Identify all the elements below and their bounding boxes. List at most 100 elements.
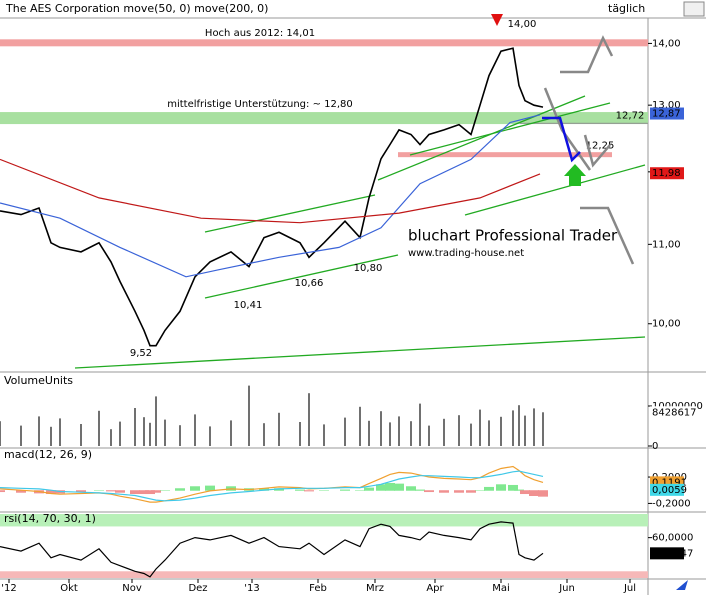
series-line: [0, 158, 541, 224]
level-band: [0, 39, 648, 47]
histogram-bar: [376, 484, 386, 491]
series-line: [0, 114, 541, 278]
volume-bar: [398, 416, 400, 446]
volume-bar: [110, 429, 112, 446]
volume-bar: [443, 418, 445, 446]
histogram-bar: [538, 490, 548, 497]
watermark-title: bluchart Professional Trader: [408, 227, 618, 245]
histogram-bar: [160, 490, 170, 491]
volume-bar: [59, 418, 61, 446]
histogram-bar: [115, 490, 125, 493]
last-value-box: [650, 547, 684, 560]
annotation: 9,52: [130, 348, 152, 359]
volume-bar: [518, 405, 520, 446]
panel-title: macd(12, 26, 9): [4, 448, 92, 461]
scenario-arrow: [560, 35, 614, 74]
interval: täglich: [608, 2, 645, 15]
volume-bar: [458, 415, 460, 446]
histogram-bar: [259, 488, 269, 491]
chart-title: The AES Corporation move(50, 0) move(200…: [5, 2, 268, 15]
x-tick-label: Jun: [558, 583, 575, 594]
x-tick-label: Mai: [492, 583, 510, 594]
volume-bar: [20, 425, 22, 446]
last-value-box: [650, 167, 684, 180]
histogram-bar: [394, 483, 404, 491]
x-tick-label: Mrz: [366, 583, 384, 594]
histogram-bar: [340, 489, 350, 491]
volume-bar: [134, 408, 136, 446]
volume-bar: [164, 419, 166, 446]
scenario-arrow: [542, 116, 581, 163]
scenario-arrow: [583, 134, 611, 168]
x-tick-label: '13: [244, 583, 259, 594]
histogram-bar: [319, 490, 329, 491]
panel-title: rsi(14, 70, 30, 1): [4, 512, 96, 525]
histogram-bar: [454, 490, 464, 493]
annotation: 10,66: [295, 278, 324, 289]
x-tick-label: '12: [1, 583, 16, 594]
volume-bar: [428, 425, 430, 446]
histogram-bar: [439, 490, 449, 493]
level-band: [398, 152, 612, 158]
volume-bar: [0, 421, 1, 446]
histogram-bar: [175, 488, 185, 491]
series-line: [0, 521, 544, 578]
histogram-bar: [76, 490, 86, 493]
y-tick-label: 60,0000: [652, 533, 693, 544]
volume-bar: [323, 424, 325, 446]
histogram-bar: [484, 486, 494, 491]
volume-bar: [470, 423, 472, 446]
watermark-url: www.trading-house.net: [408, 248, 524, 259]
y-tick-label: 0: [652, 441, 658, 452]
histogram-bar: [145, 490, 155, 495]
panel-title: VolumeUnits: [4, 374, 73, 387]
histogram-bar: [508, 484, 518, 491]
trend-line: [204, 254, 399, 299]
last-value-box: [650, 107, 684, 120]
histogram-bar: [304, 490, 314, 492]
volume-bar: [368, 420, 370, 446]
volume-bar: [119, 421, 121, 446]
level-band: [520, 122, 648, 124]
level-band: [0, 112, 648, 125]
level-label: Hoch aus 2012: 14,01: [205, 28, 315, 39]
volume-bar: [479, 409, 481, 446]
trend-drawings: [74, 14, 646, 369]
volume-bar: [278, 412, 280, 446]
histogram-bar: [0, 490, 5, 493]
volume-bar: [155, 396, 157, 446]
nav-icon[interactable]: [676, 580, 688, 590]
y-tick-label: 10,00: [652, 319, 681, 330]
trend-line: [409, 102, 611, 156]
x-tick-label: Dez: [188, 583, 207, 594]
volume-bar: [230, 420, 232, 446]
scroll-button[interactable]: [683, 1, 705, 17]
volume-bar: [419, 403, 421, 446]
volume-bar: [512, 410, 514, 446]
histogram-bar: [415, 489, 425, 491]
volume-bar: [524, 415, 526, 446]
volume-bar: [248, 385, 250, 446]
x-tick-label: Nov: [122, 583, 142, 594]
histogram-bar: [130, 490, 140, 495]
level-label: 12,72: [616, 110, 645, 121]
x-tick-label: Okt: [60, 583, 78, 594]
trend-line: [74, 336, 646, 369]
x-tick-label: Jul: [623, 583, 636, 594]
volume-bar: [344, 417, 346, 446]
histogram-bar: [151, 490, 161, 493]
last-value-label: 8428617: [652, 407, 697, 418]
last-value-label: 0,0059: [652, 485, 687, 496]
histogram-bar: [424, 490, 434, 493]
histogram-bar: [475, 490, 485, 491]
histogram-bar: [355, 490, 365, 491]
histogram-bar: [529, 490, 539, 496]
volume-bar: [533, 408, 535, 446]
volume-bar: [143, 417, 145, 446]
up-arrow: [564, 164, 586, 186]
volume-bar: [209, 426, 211, 446]
x-tick-label: Apr: [426, 583, 444, 594]
level-label: mittelfristige Unterstützung: ~ 12,80: [167, 99, 353, 110]
